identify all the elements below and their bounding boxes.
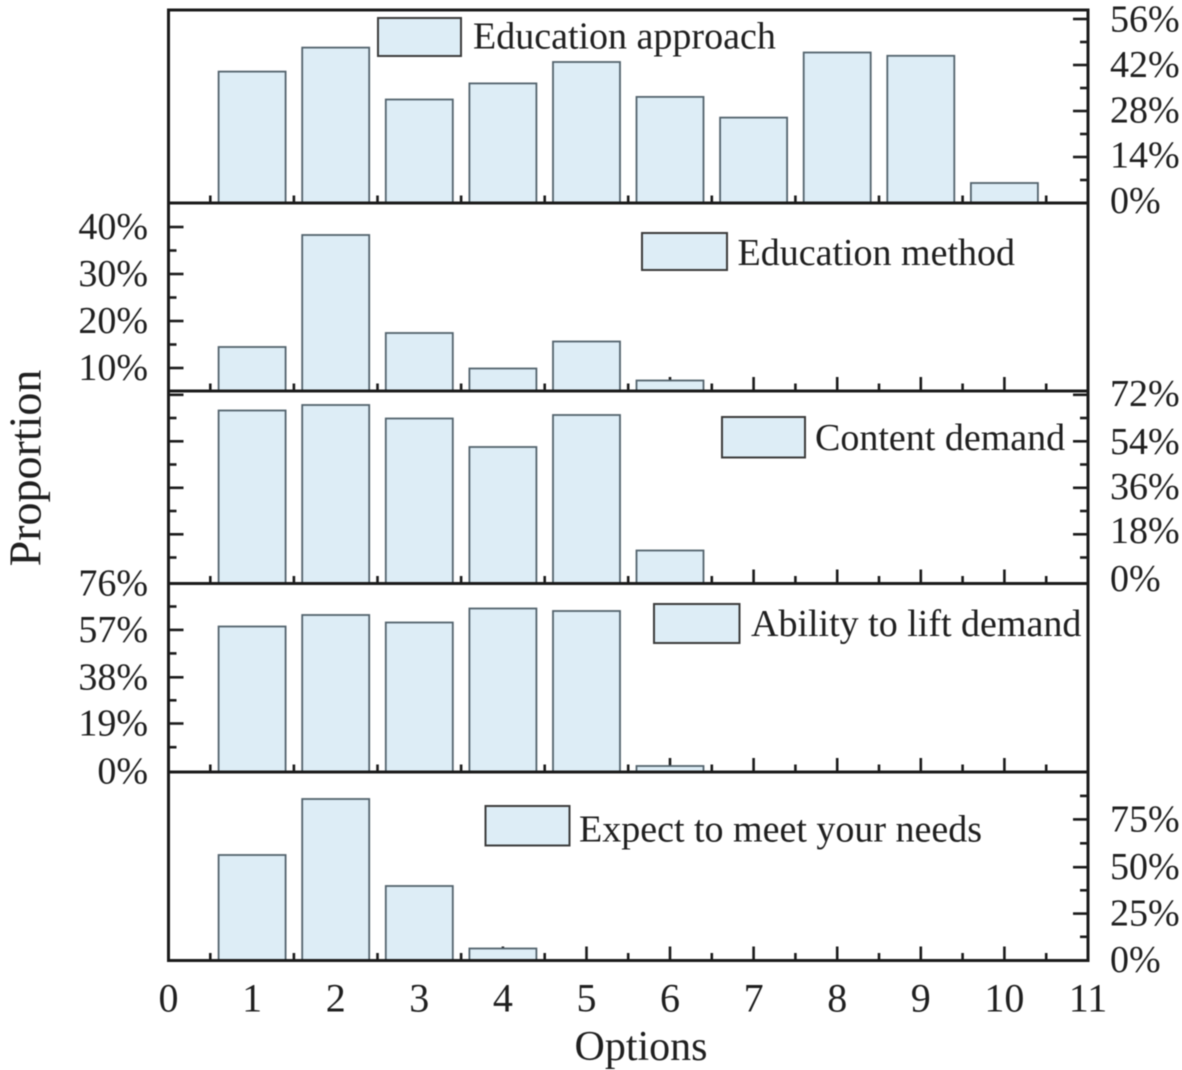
svg-text:50%: 50% [1110,846,1180,888]
svg-text:4: 4 [493,976,513,1021]
svg-text:36%: 36% [1110,466,1180,508]
svg-text:Ability to lift demand: Ability to lift demand [751,603,1081,645]
svg-text:Content demand: Content demand [815,417,1065,459]
svg-text:Education method: Education method [738,232,1016,274]
svg-text:18%: 18% [1110,510,1180,552]
svg-text:25%: 25% [1110,893,1180,935]
svg-text:9: 9 [911,976,931,1021]
svg-text:54%: 54% [1110,421,1180,463]
svg-text:42%: 42% [1110,44,1180,86]
svg-text:76%: 76% [78,563,148,605]
svg-text:1: 1 [242,976,262,1021]
svg-text:0%: 0% [1110,558,1161,600]
svg-text:72%: 72% [1110,373,1180,415]
svg-text:20%: 20% [78,300,148,342]
svg-text:38%: 38% [78,656,148,698]
svg-text:19%: 19% [78,703,148,745]
svg-text:0: 0 [159,976,179,1021]
svg-text:11: 11 [1069,976,1108,1021]
svg-text:40%: 40% [78,206,148,248]
svg-text:6: 6 [660,976,680,1021]
svg-text:75%: 75% [1110,798,1180,840]
svg-text:56%: 56% [1110,0,1180,41]
svg-text:3: 3 [409,976,429,1021]
svg-text:8: 8 [827,976,847,1021]
svg-text:2: 2 [326,976,346,1021]
svg-text:7: 7 [744,976,764,1021]
svg-text:Expect to meet your needs: Expect to meet your needs [579,809,982,851]
svg-text:Education approach: Education approach [473,16,776,58]
svg-text:0%: 0% [1110,939,1161,981]
svg-text:0%: 0% [1110,180,1161,222]
svg-text:57%: 57% [78,609,148,651]
svg-text:10%: 10% [78,347,148,389]
svg-text:28%: 28% [1110,90,1180,132]
svg-text:10: 10 [984,976,1024,1021]
svg-text:30%: 30% [78,253,148,295]
svg-text:Options: Options [574,1024,707,1070]
svg-text:Proportion: Proportion [0,370,51,567]
svg-text:14%: 14% [1110,135,1180,177]
svg-text:5: 5 [577,976,597,1021]
svg-text:0%: 0% [97,751,148,793]
